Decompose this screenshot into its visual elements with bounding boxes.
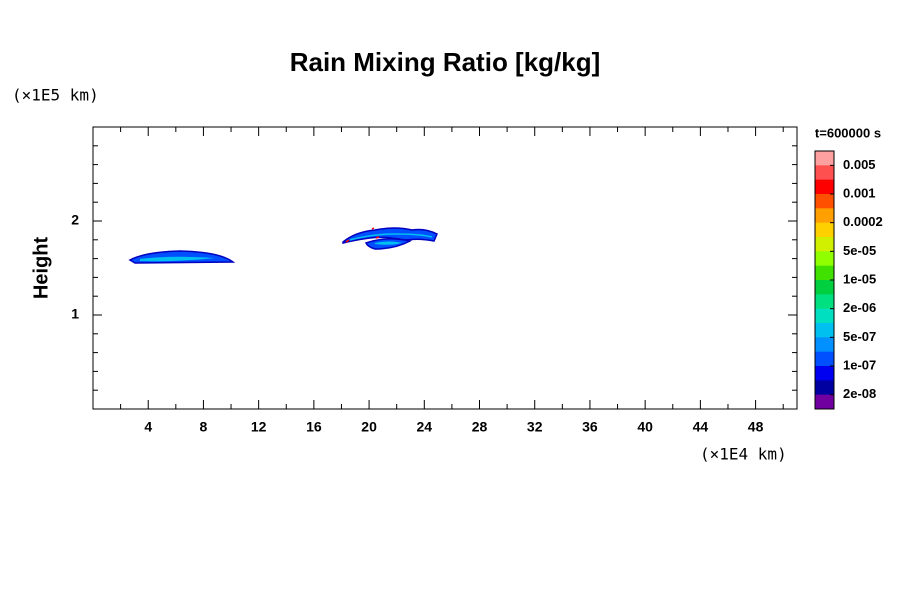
- x-tick-label: 44: [693, 419, 709, 435]
- colorbar-swatch: [815, 222, 834, 238]
- colorbar-label: 1e-05: [843, 271, 876, 286]
- colorbar-label: 5e-05: [843, 243, 876, 258]
- colorbar-swatch: [815, 194, 834, 209]
- x-tick-label: 8: [200, 419, 208, 435]
- rain-contour: [140, 256, 215, 262]
- x-tick-label: 24: [417, 419, 433, 435]
- colorbar-swatch: [815, 337, 834, 353]
- x-tick-label: 48: [748, 419, 764, 435]
- x-tick-label: 32: [527, 419, 543, 435]
- x-tick-label: 20: [361, 419, 377, 435]
- colorbar-label: 5e-07: [843, 329, 876, 344]
- x-tick-label: 40: [637, 419, 653, 435]
- colorbar-swatch: [815, 179, 834, 195]
- rain-contour: [349, 233, 433, 241]
- y-tick-label: 2: [71, 212, 79, 228]
- colorbar-label: 2e-08: [843, 386, 876, 401]
- rain-contour: [375, 241, 402, 245]
- x-tick-label: 28: [472, 419, 488, 435]
- x-tick-label: 16: [306, 419, 322, 435]
- x-tick-label: 4: [144, 419, 152, 435]
- colorbar-label: 2e-06: [843, 300, 876, 315]
- plot-frame: [92, 126, 798, 410]
- colorbar-swatch: [815, 308, 834, 324]
- colorbar-swatch: [815, 366, 834, 381]
- colorbar-swatch: [815, 294, 834, 310]
- colorbar-swatch: [815, 237, 834, 252]
- rain-contour: [345, 227, 380, 243]
- chart-title: Rain Mixing Ratio [kg/kg]: [290, 47, 601, 77]
- colorbar-swatch: [815, 251, 834, 267]
- y-tick-label: 1: [71, 306, 79, 322]
- x-unit: (×1E4 km): [700, 445, 787, 464]
- colorbar-swatch: [815, 351, 834, 367]
- colorbar-swatch: [815, 380, 834, 396]
- x-tick-label: 36: [582, 419, 598, 435]
- rain-contours: [128, 227, 438, 264]
- colorbar-label: 0.0002: [843, 214, 883, 229]
- colorbar-swatch: [815, 208, 834, 224]
- colorbar-swatch: [815, 394, 834, 410]
- colorbar-swatch: [815, 151, 834, 166]
- y-axis-label: Height: [30, 237, 52, 300]
- colorbar-title: t=600000 s: [815, 125, 881, 140]
- colorbar-label: 1e-07: [843, 357, 876, 372]
- colorbar-swatch: [815, 323, 834, 338]
- colorbar-swatch: [815, 165, 834, 181]
- colorbar-label: 0.005: [843, 157, 876, 172]
- x-tick-label: 12: [251, 419, 267, 435]
- rain-contour: [342, 227, 438, 244]
- colorbar-swatch: [815, 265, 834, 281]
- y-unit: (×1E5 km): [12, 86, 99, 105]
- colorbar-label: 0.001: [843, 185, 876, 200]
- colorbar-swatch: [815, 280, 834, 295]
